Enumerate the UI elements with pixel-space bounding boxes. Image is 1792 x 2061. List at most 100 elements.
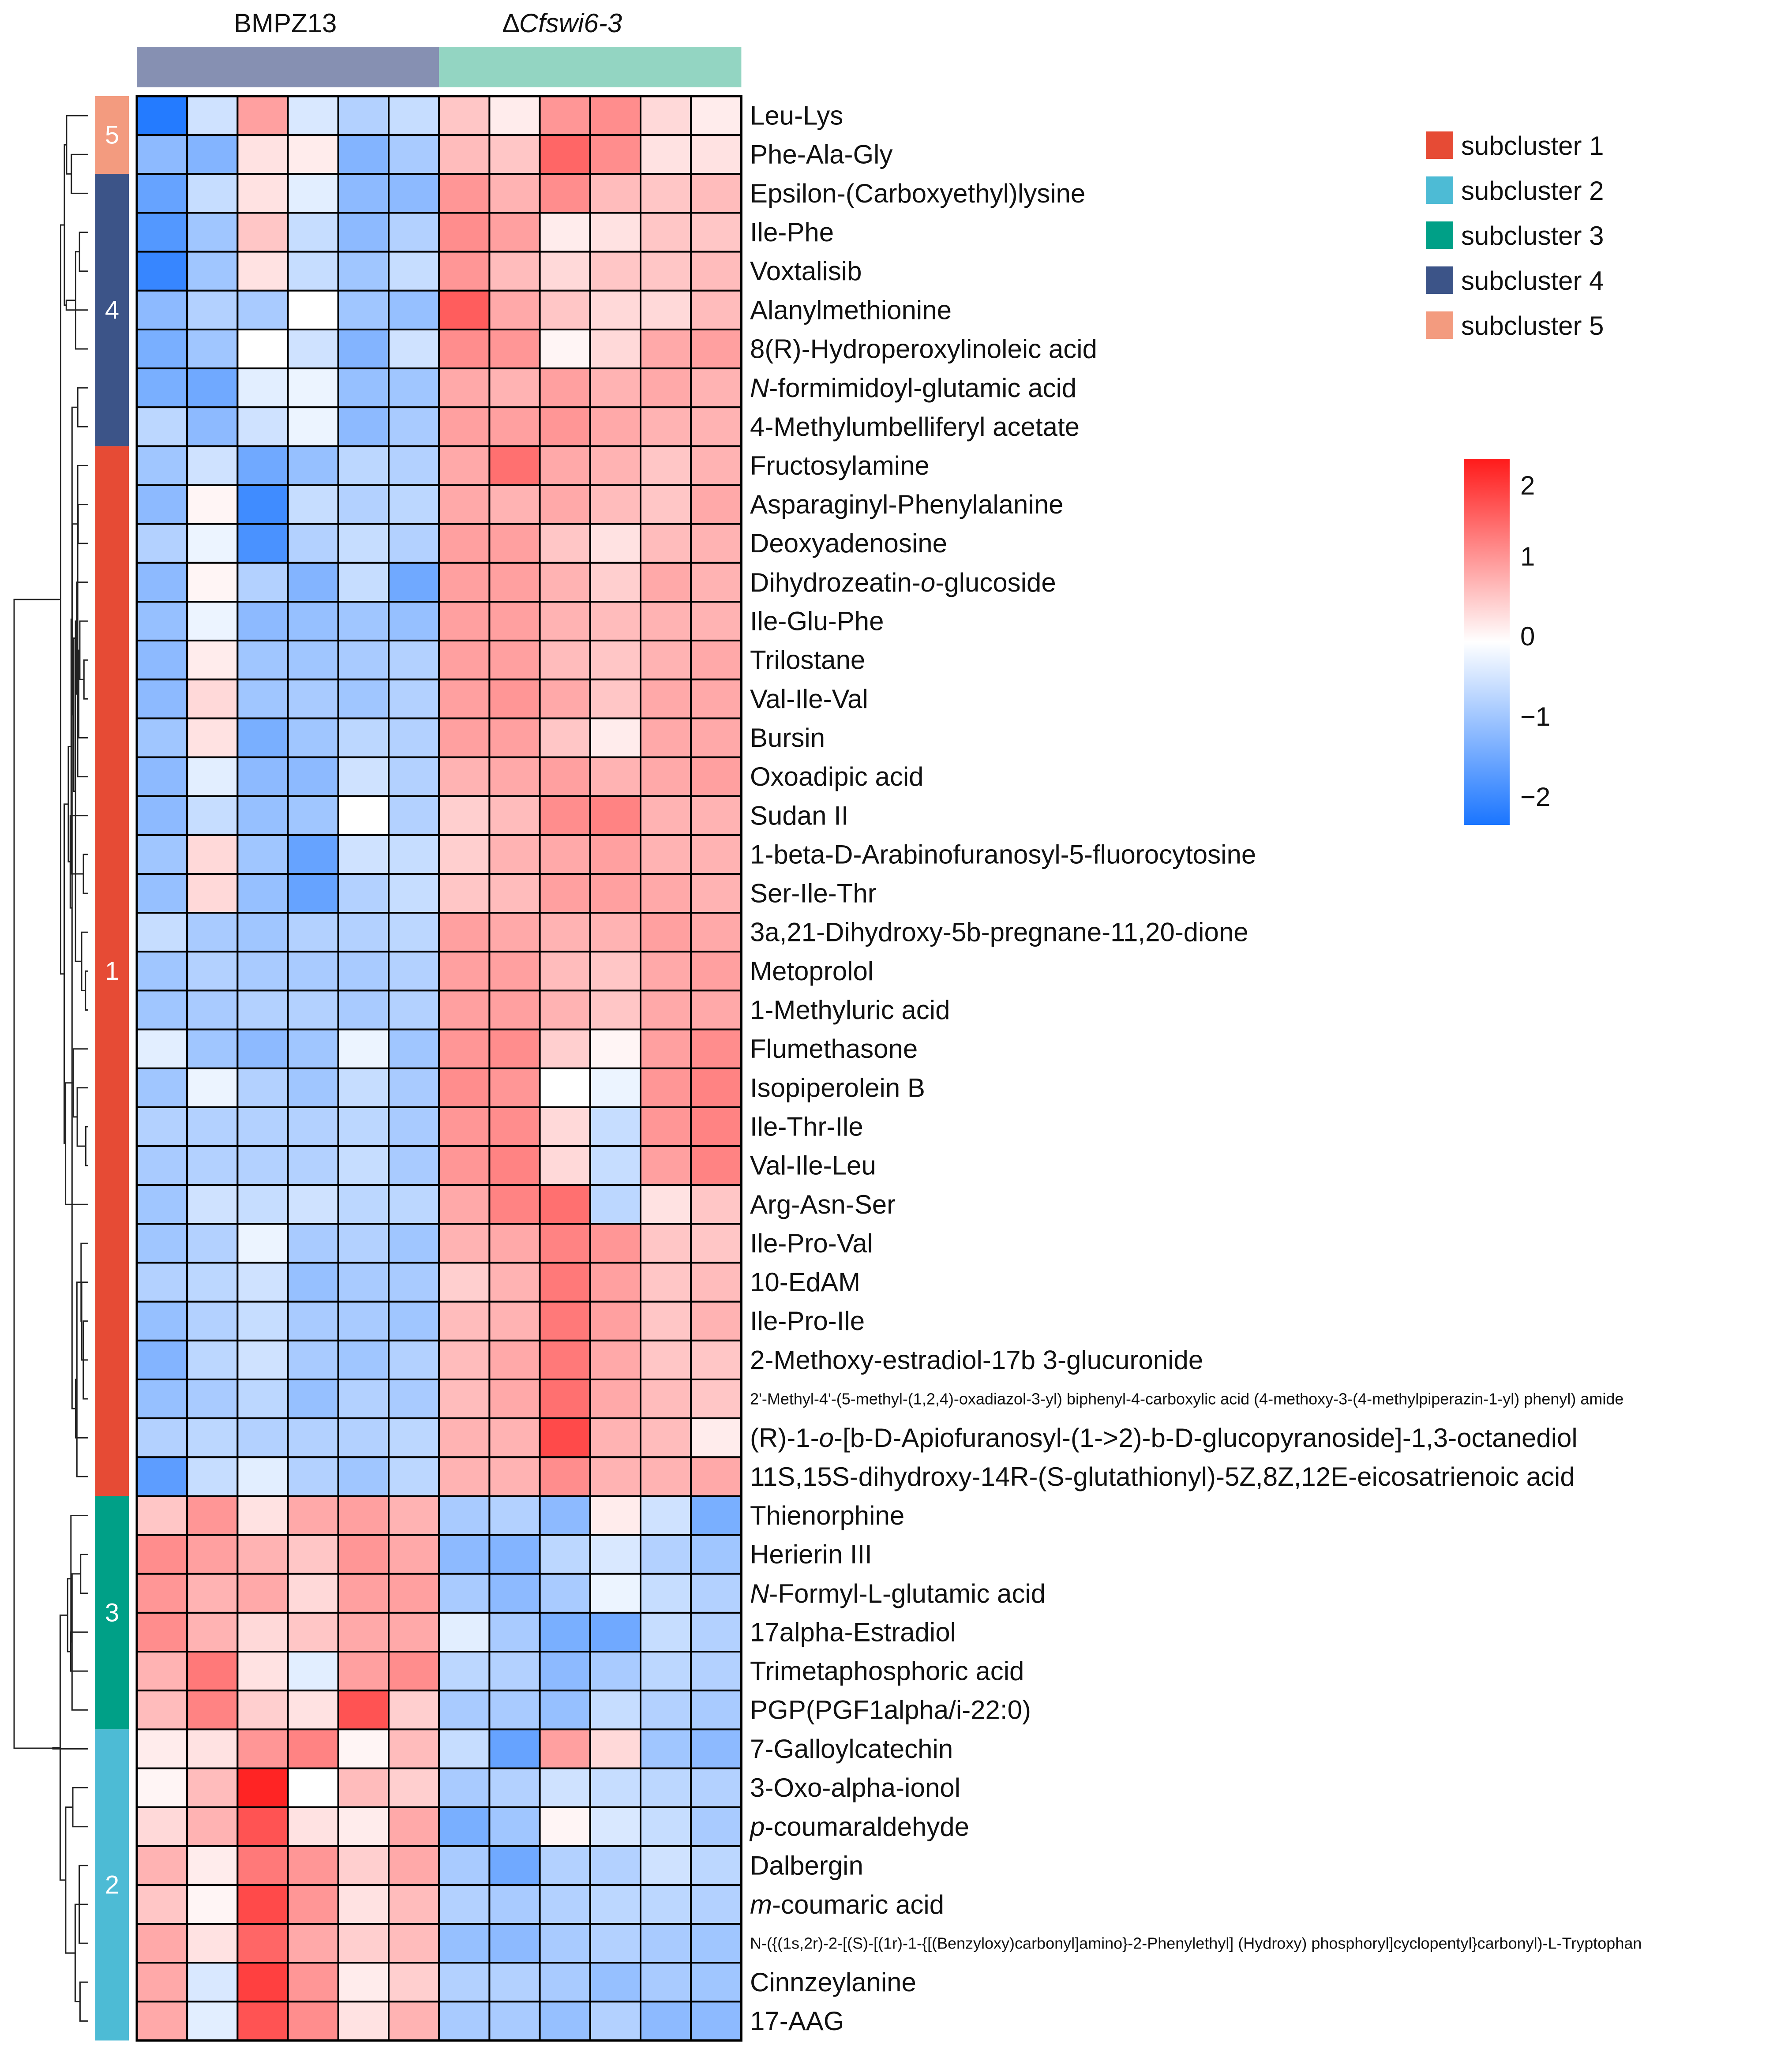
heatmap-cell [690,1223,742,1264]
heatmap-cell [136,601,188,642]
heatmap-cell [539,1728,591,1769]
heatmap-cell [236,989,289,1030]
heatmap-cell [690,1028,742,1069]
heatmap-cell [186,1806,239,1847]
dendrogram-branch [77,387,88,427]
heatmap-cell [337,134,390,175]
heatmap-cell [136,445,188,486]
heatmap-cell [640,1534,692,1575]
heatmap-cell [136,1845,188,1886]
heatmap-cell [337,1611,390,1653]
heatmap-cell [136,289,188,330]
dendrogram-branch [79,232,88,272]
heatmap-cell [539,523,591,564]
heatmap-cell [539,795,591,836]
heatmap-cell [287,1962,339,2003]
heatmap-cell [539,1690,591,1731]
heatmap-cell [388,173,440,214]
heatmap-cell [539,2001,591,2042]
heatmap-cell [690,484,742,525]
colorbar-tick-1: 1 [1520,542,1535,571]
dendrogram-branch [77,504,88,544]
row-cluster-label-3: 3 [105,1598,119,1627]
heatmap-cell [438,1962,491,2003]
heatmap-cell [388,1184,440,1225]
heatmap-cell [388,1379,440,1420]
heatmap-cell [488,1223,541,1264]
heatmap-cell [287,795,339,836]
group-label-cfswi6: ∆Cfswi6-3 [503,8,622,38]
heatmap-cell [539,1611,591,1653]
row-cluster-label-4: 4 [105,296,119,324]
row-cluster-block-2 [95,1729,129,2041]
heatmap-cell [388,1884,440,1925]
heatmap-cell [438,1145,491,1186]
row-dendrogram [13,115,88,2022]
heatmap-cell [337,1923,390,1964]
heatmap-cell [136,1962,188,2003]
heatmap-cell [136,95,188,136]
heatmap-cell [388,1028,440,1069]
heatmap-cell [136,1767,188,1808]
heatmap-cell [640,1806,692,1847]
heatmap-cell [186,1339,239,1381]
heatmap-cell [287,1534,339,1575]
heatmap-cell [488,1884,541,1925]
heatmap-cell [337,1339,390,1381]
heatmap-cell [539,912,591,953]
heatmap-cell [236,1611,289,1653]
row-label: m-coumaric acid [750,1890,944,1919]
heatmap-cell [186,134,239,175]
heatmap-cell [589,1962,642,2003]
heatmap-cell [640,406,692,447]
heatmap-cell [337,1300,390,1342]
heatmap-cell [589,834,642,875]
heatmap-cell [539,367,591,408]
row-label: Epsilon-(Carboxyethyl)lysine [750,179,1085,208]
heatmap-cell [539,1417,591,1458]
heatmap-cell [690,562,742,603]
heatmap-cell [186,406,239,447]
heatmap-cell [589,795,642,836]
heatmap-cell [287,406,339,447]
row-label-italic: m [750,1890,772,1919]
heatmap-cell [186,212,239,253]
heatmap-cell [438,640,491,681]
heatmap-cell [388,1962,440,2003]
heatmap-cell [690,523,742,564]
heatmap-cell [287,1845,339,1886]
heatmap-cell [539,484,591,525]
heatmap-cell [488,1611,541,1653]
heatmap-cell [287,1184,339,1225]
heatmap-cell [438,1767,491,1808]
row-label: Leu-Lys [750,101,843,131]
heatmap-cell [438,1806,491,1847]
heatmap-cell [589,1223,642,1264]
heatmap-cell [488,1923,541,1964]
heatmap-cell [438,523,491,564]
heatmap-cell [539,640,591,681]
heatmap-cell [337,212,390,253]
dendrogram-branch [72,1048,88,1118]
dendrogram-branch [76,1087,88,1147]
row-label: p-coumaraldehyde [749,1812,969,1841]
heatmap-cell [589,601,642,642]
heatmap-cell [589,1611,642,1653]
heatmap-cell [690,1690,742,1731]
heatmap-cell [488,484,541,525]
heatmap-cell [186,1884,239,1925]
heatmap-cell [186,445,239,486]
heatmap-cell [589,1923,642,1964]
heatmap-cell [388,1611,440,1653]
heatmap-cell [488,1106,541,1147]
heatmap-cell [640,212,692,253]
heatmap-cell [136,678,188,719]
colorbar-tick-0: 0 [1520,622,1535,651]
heatmap-cell [287,289,339,330]
heatmap-cell [236,2001,289,2042]
heatmap-cell [539,1845,591,1886]
heatmap-cell [388,1300,440,1342]
row-label: Dihydrozeatin-o-glucoside [750,567,1056,597]
heatmap-cell [438,1262,491,1303]
heatmap-cell [640,1300,692,1342]
